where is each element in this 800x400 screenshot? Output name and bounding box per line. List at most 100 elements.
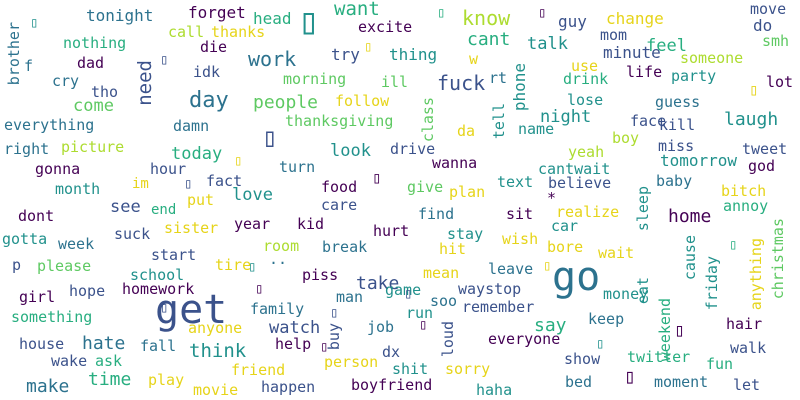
word: someone — [680, 49, 744, 67]
box-glyph-icon: ▯ — [729, 237, 738, 253]
word: picture — [61, 138, 125, 156]
box-glyph-icon: ▯ — [404, 286, 413, 302]
word: love — [232, 185, 273, 205]
word: turn — [279, 158, 316, 176]
word: job — [367, 318, 395, 336]
word: dx — [382, 343, 401, 361]
word: lot — [766, 73, 794, 91]
word: leave — [488, 260, 534, 278]
word: stay — [447, 225, 484, 243]
word: smh — [762, 32, 790, 50]
word: room — [263, 237, 300, 255]
word: end — [151, 202, 177, 218]
word: drive — [390, 140, 436, 158]
word: believe — [548, 174, 612, 192]
word: hour — [150, 160, 187, 178]
word: change — [606, 9, 664, 28]
word: lose — [567, 91, 604, 109]
word: thing — [389, 45, 438, 64]
word: school — [130, 266, 185, 284]
word: .. — [269, 250, 288, 268]
box-glyph-icon: ▯ — [262, 123, 278, 153]
box-glyph-icon: ▯ — [255, 281, 264, 297]
word: time — [88, 369, 132, 390]
word: loud — [439, 321, 457, 358]
word: home — [668, 206, 712, 227]
word: movie — [193, 381, 239, 399]
word: god — [748, 157, 776, 175]
word: fun — [706, 355, 734, 373]
word: go — [552, 254, 601, 300]
word: dont — [18, 207, 55, 225]
word: today — [171, 144, 223, 164]
word: know — [462, 6, 511, 30]
box-glyph-icon: ▯ — [372, 168, 382, 187]
word: play — [148, 371, 185, 389]
word: fuck — [437, 71, 486, 95]
word: need — [134, 60, 156, 106]
word: mean — [423, 264, 460, 282]
word: w — [469, 50, 479, 68]
word: hate — [82, 333, 126, 354]
word: waystop — [458, 280, 522, 298]
word: talk — [527, 34, 568, 54]
word: person — [324, 353, 379, 371]
word: walk — [730, 339, 767, 357]
word: run — [406, 304, 434, 322]
word: move — [750, 0, 787, 18]
word: sorry — [445, 360, 491, 378]
box-glyph-icon: ▯ — [184, 176, 193, 192]
word: friend — [231, 361, 286, 379]
word: sleep — [634, 186, 652, 232]
word: please — [37, 257, 92, 275]
word: come — [73, 96, 114, 116]
word: make — [26, 376, 70, 397]
word: plan — [449, 183, 486, 201]
word: month — [55, 180, 101, 198]
box-glyph-icon: ▯ — [538, 5, 547, 21]
word: sit — [506, 205, 534, 223]
word: fall — [140, 337, 177, 355]
word: tomorrow — [660, 151, 738, 170]
word: money — [603, 285, 649, 303]
word: try — [331, 45, 360, 64]
word: feel — [646, 36, 687, 56]
box-glyph-icon: ▯ — [596, 336, 605, 352]
word: kid — [297, 215, 325, 233]
word: tweet — [742, 140, 788, 158]
word: car — [551, 217, 579, 235]
box-glyph-icon: ▯ — [674, 320, 685, 341]
word: girl — [19, 288, 56, 306]
word: boy — [612, 129, 640, 147]
word: realize — [556, 203, 620, 221]
word: something — [11, 308, 93, 326]
word: everyone — [488, 330, 561, 348]
word: house — [19, 335, 65, 353]
word: shit — [392, 360, 429, 378]
word: thanksgiving — [285, 112, 394, 130]
word: man — [336, 288, 364, 306]
word: remember — [462, 298, 535, 316]
word: p — [12, 256, 22, 274]
word: dad — [77, 54, 105, 72]
word: week — [58, 235, 95, 253]
word: minute — [603, 43, 661, 62]
box-glyph-icon: ▯ — [160, 52, 169, 68]
word: give — [407, 178, 444, 196]
word: class — [419, 97, 437, 143]
word: help — [275, 335, 312, 353]
word: keep — [588, 310, 625, 328]
word: gotta — [2, 230, 48, 248]
word: anything — [747, 238, 765, 311]
word: ask — [95, 352, 123, 370]
word: im — [132, 176, 149, 192]
word: night — [540, 107, 592, 127]
word: say — [534, 315, 567, 336]
word: hope — [69, 282, 106, 300]
word: name — [518, 120, 555, 138]
word: life — [626, 63, 663, 81]
box-glyph-icon: ▯ — [234, 153, 243, 169]
word: day — [189, 88, 229, 113]
word: want — [334, 0, 380, 20]
